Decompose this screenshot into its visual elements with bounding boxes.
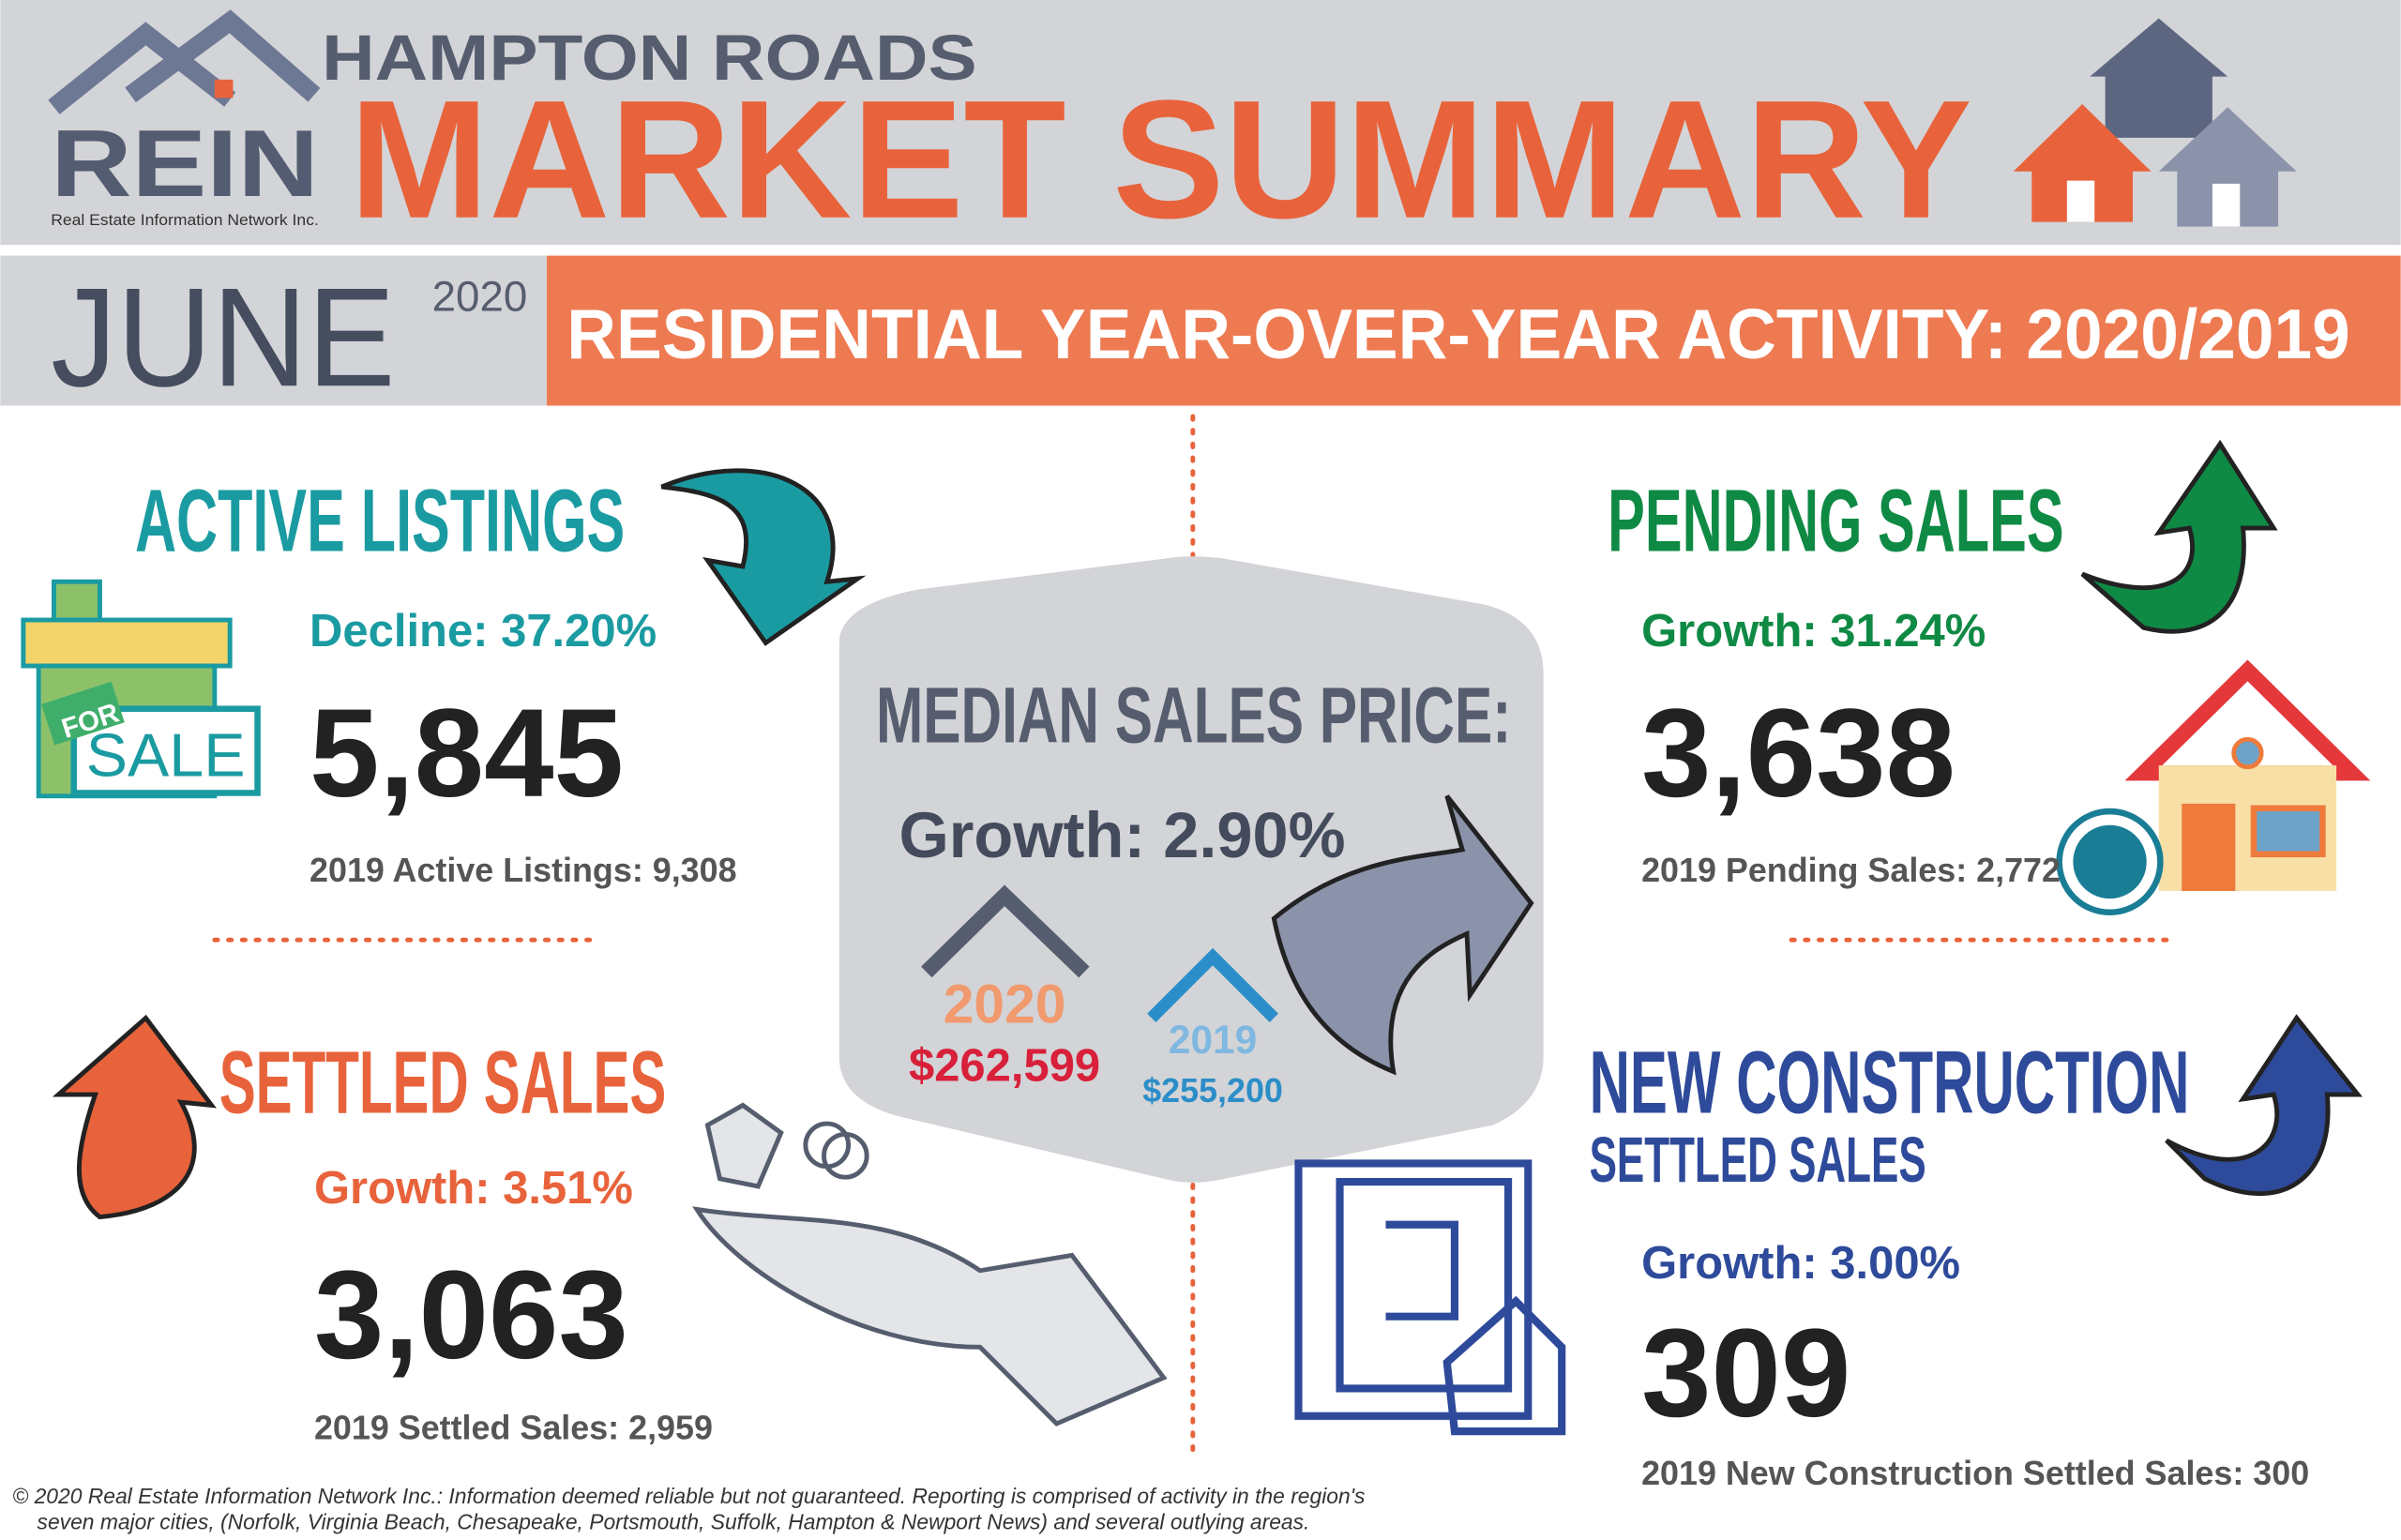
region: HAMPTON ROADS [322, 22, 977, 94]
footer-line: © 2020 Real Estate Information Network I… [12, 1484, 1365, 1508]
header-houses [2013, 18, 2297, 227]
change: Growth: 2.90% [898, 799, 1345, 871]
section-title: PENDING SALES [1608, 472, 2063, 571]
decoration [48, 22, 236, 114]
house-icon [2056, 659, 2371, 916]
house-icon [1147, 947, 1278, 1023]
section-subtitle: SETTLED SALES [1590, 1124, 1926, 1196]
prior: 2019 Active Listings: 9,308 [310, 852, 737, 889]
down-arrow [660, 468, 867, 646]
header-band [0, 0, 2401, 246]
decoration [1385, 1220, 1459, 1321]
logo-subtitle: Real Estate Information Network Inc. [51, 212, 319, 229]
decoration [2231, 736, 2264, 770]
up-arrow [2165, 1014, 2363, 1197]
decoration [125, 9, 321, 103]
current-value: $262,599 [909, 1040, 1100, 1091]
banner-text: RESIDENTIAL YEAR-OVER-YEAR ACTIVITY: 202… [566, 294, 2350, 373]
decoration [692, 1206, 1168, 1427]
blueprint-icon [1294, 1159, 1566, 1436]
decoration [41, 681, 125, 746]
change: Growth: 31.24% [1641, 606, 1986, 657]
decoration [704, 1102, 784, 1189]
change: Growth: 3.51% [314, 1163, 633, 1214]
section-title: ACTIVE LISTINGS [135, 472, 625, 571]
up-arrow [52, 1014, 217, 1220]
decoration [822, 1132, 869, 1180]
decoration [1294, 1159, 1533, 1420]
decoration [2066, 180, 2095, 222]
prior-value: $255,200 [1142, 1072, 1283, 1110]
year: 2020 [432, 272, 528, 320]
section-title: MEDIAN SALES PRICE: [876, 671, 1511, 760]
decoration [1442, 1295, 1566, 1436]
decoration [1336, 1177, 1513, 1393]
year: 2019 [1169, 1018, 1257, 1062]
for-sale-icon [21, 579, 261, 799]
house-icon [921, 884, 1090, 978]
logo-icon [48, 9, 321, 114]
up-arrow [1271, 794, 1534, 1076]
logo: REIN [51, 111, 319, 217]
decoration [2158, 107, 2297, 227]
value: 3,638 [1641, 684, 1956, 823]
year: 2020 [944, 974, 1066, 1034]
sign-large: SALE [86, 721, 246, 790]
decoration [2250, 805, 2326, 858]
decoration [2212, 183, 2241, 227]
section-title: NEW CONSTRUCTION [1590, 1034, 2190, 1133]
decoration [214, 79, 234, 98]
banner [547, 255, 2401, 406]
value: 3,063 [314, 1246, 628, 1385]
decoration [2073, 824, 2147, 899]
title: MARKET SUMMARY [349, 66, 1971, 254]
month-band [0, 255, 548, 406]
decoration [2090, 18, 2228, 138]
decoration [2182, 803, 2236, 891]
prior: 2019 Pending Sales: 2,772 [1641, 852, 2061, 889]
up-arrow [2080, 439, 2278, 634]
value: 309 [1641, 1304, 1850, 1443]
month: JUNE [51, 258, 395, 415]
change: Growth: 3.00% [1641, 1238, 1960, 1289]
prior: 2019 Settled Sales: 2,959 [314, 1409, 713, 1446]
section-title: SETTLED SALES [219, 1034, 667, 1133]
footer-line: seven major cities, (Norfolk, Virginia B… [38, 1510, 1310, 1534]
change: Decline: 37.20% [310, 606, 657, 657]
decoration [52, 579, 102, 623]
value: 5,845 [310, 684, 624, 823]
decoration [2013, 103, 2152, 222]
hand-keys-icon [692, 1102, 1168, 1427]
prior: 2019 New Construction Settled Sales: 300 [1641, 1455, 2309, 1492]
decoration [21, 617, 233, 669]
